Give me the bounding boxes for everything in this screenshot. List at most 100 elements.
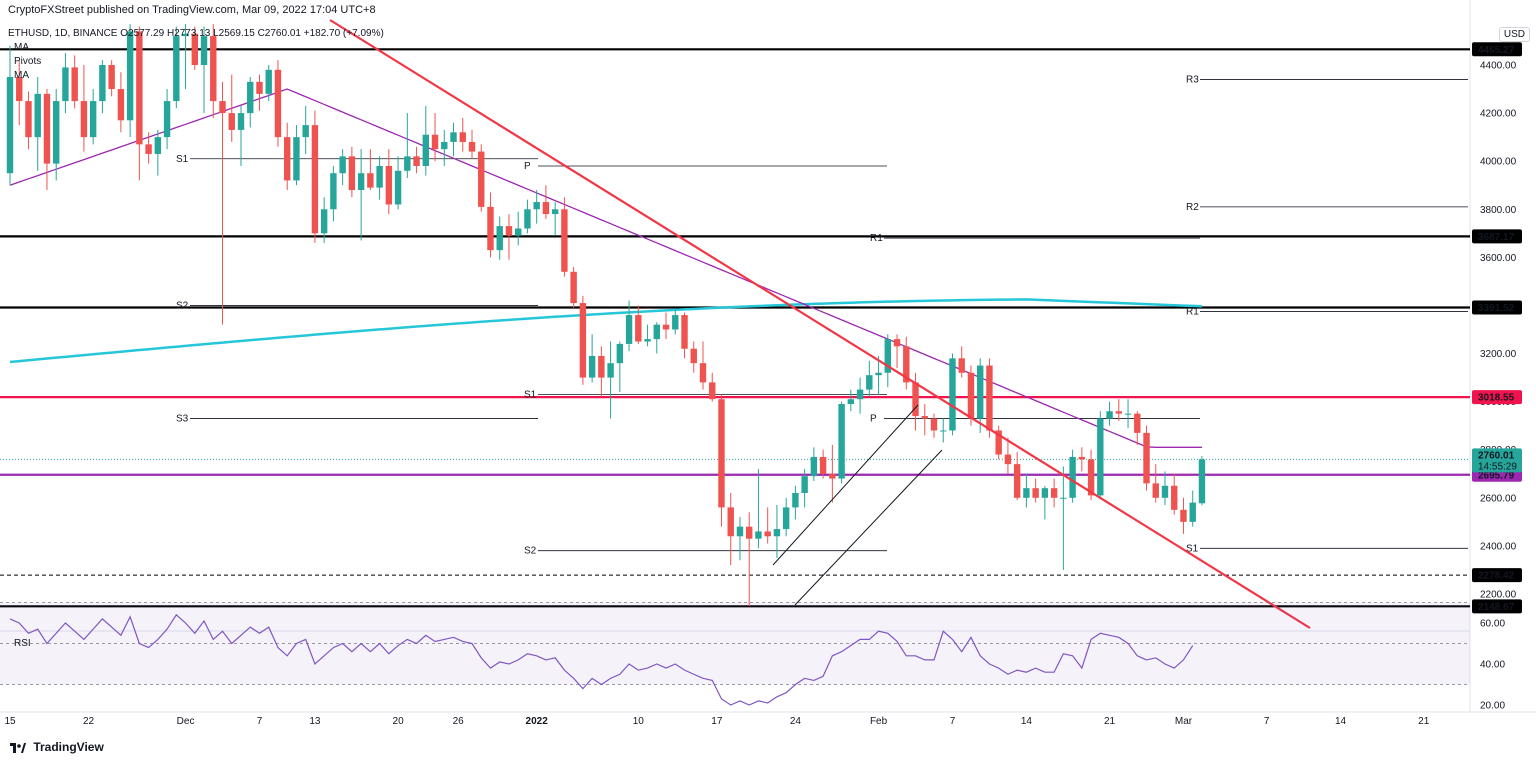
candle-body — [718, 399, 725, 508]
candle-body — [182, 33, 189, 37]
time-tick-label: 14 — [1021, 716, 1033, 727]
price-tick-label: 2400.00 — [1480, 541, 1517, 552]
candle-body — [829, 473, 836, 479]
candle-body — [644, 339, 651, 342]
candle-body — [478, 151, 485, 207]
price-axis: 2200.002400.002600.002800.003000.003200.… — [1472, 42, 1522, 614]
level-tag — [1472, 300, 1522, 315]
pivot-label: S1 — [1186, 543, 1199, 554]
candle-body — [25, 101, 32, 138]
time-tick-label: 22 — [83, 716, 95, 727]
candle-body — [330, 173, 337, 210]
time-tick-label: 14 — [1335, 716, 1347, 727]
candle-body — [1069, 456, 1076, 498]
candle-body — [496, 226, 503, 251]
publisher-line: CryptoFXStreet published on TradingView.… — [8, 4, 376, 16]
candle-body — [394, 170, 402, 205]
indicator-pivots[interactable]: Pivots — [14, 56, 42, 67]
candle-body — [357, 173, 365, 191]
tradingview-footer[interactable]: TradingView — [10, 740, 104, 754]
currency-button[interactable]: USD — [1498, 27, 1530, 42]
candle-body — [1115, 411, 1122, 414]
time-axis: 15 22 Dec 7 13 20 26 2022 10 17 24 Feb 7 14 21 Mar 7 14 21 — [4, 716, 1429, 727]
candle-body — [884, 339, 891, 373]
candle-body — [154, 137, 162, 154]
level-tag — [1472, 568, 1522, 583]
ma-short-line — [9, 88, 1202, 448]
candle-body — [89, 101, 97, 138]
price-tick-label: 4000.00 — [1480, 157, 1517, 168]
candle-body — [108, 65, 115, 90]
candle-body — [219, 101, 226, 114]
candle-body — [709, 382, 716, 400]
candle-body — [755, 531, 762, 539]
candle-body — [136, 31, 143, 145]
time-tick-label: 7 — [1264, 716, 1270, 727]
price-tick-label: 3600.00 — [1480, 253, 1517, 264]
time-tick-label: 10 — [633, 716, 645, 727]
candle-body — [200, 36, 208, 65]
candle-body — [921, 416, 928, 419]
candle-body — [1180, 509, 1187, 522]
rsi-line — [9, 613, 1194, 706]
candles — [6, 24, 1206, 606]
time-tick-label: 24 — [790, 716, 802, 727]
candle-body — [893, 339, 901, 347]
indicator-ma-1[interactable]: MA — [14, 42, 29, 53]
candle-body — [62, 67, 69, 102]
rsi-tick-label: 40.00 — [1480, 660, 1505, 671]
candle-body — [173, 36, 180, 102]
pivot-label: S1 — [524, 389, 537, 400]
time-tick-label: 15 — [4, 716, 16, 727]
horizontal-levels — [0, 48, 1470, 608]
level-tag-label: 3391.52 — [1478, 303, 1515, 314]
indicator-ma-2[interactable]: MA — [14, 70, 29, 81]
candle-body — [616, 343, 624, 364]
level-tag — [1472, 599, 1522, 614]
candle-body — [191, 33, 198, 65]
pivot-label: R2 — [1186, 202, 1199, 213]
candle-body — [542, 202, 550, 215]
candle-body — [875, 372, 882, 376]
candle-body — [376, 165, 383, 188]
tradingview-logo-icon — [10, 742, 26, 753]
pivot-label: P — [870, 413, 877, 424]
candle-body — [699, 363, 707, 383]
candle-body — [431, 134, 439, 150]
candle-body — [385, 165, 393, 205]
candle-body — [1124, 413, 1132, 415]
level-tag — [1472, 390, 1522, 405]
candle-body — [570, 271, 577, 304]
candle-body — [1041, 488, 1049, 498]
candle-body — [16, 77, 23, 102]
candle-body — [819, 456, 827, 474]
candle-body — [866, 375, 873, 390]
price-tick-label: 4200.00 — [1480, 109, 1517, 120]
pivot-label: P — [524, 161, 531, 172]
candle-body — [635, 315, 642, 342]
candle-body — [1134, 413, 1141, 433]
candle-body — [579, 303, 587, 378]
candle-body — [487, 206, 494, 251]
level-tag-label: 2278.42 — [1478, 571, 1515, 582]
candle-body — [302, 125, 309, 138]
candle-body — [515, 228, 522, 236]
candle-body — [838, 404, 845, 479]
candle-body — [1189, 502, 1196, 522]
candle-body — [145, 144, 152, 154]
candle-body — [1078, 456, 1086, 460]
symbol-legend[interactable]: ETHUSD, 1D, BINANCE O2577.29 H2773.13 L2… — [8, 28, 384, 39]
candle-body — [524, 209, 531, 229]
candle-body — [561, 209, 568, 272]
moving-averages — [9, 88, 1203, 448]
candle-body — [1106, 411, 1113, 419]
pivot-label: S2 — [524, 546, 537, 557]
candle-body — [810, 456, 818, 477]
last-price-tag — [1472, 448, 1522, 473]
candle-body — [995, 430, 1002, 455]
candle-body — [99, 65, 106, 102]
candle-body — [210, 36, 217, 102]
candle-body — [653, 324, 660, 340]
time-tick-label: 7 — [257, 716, 263, 727]
